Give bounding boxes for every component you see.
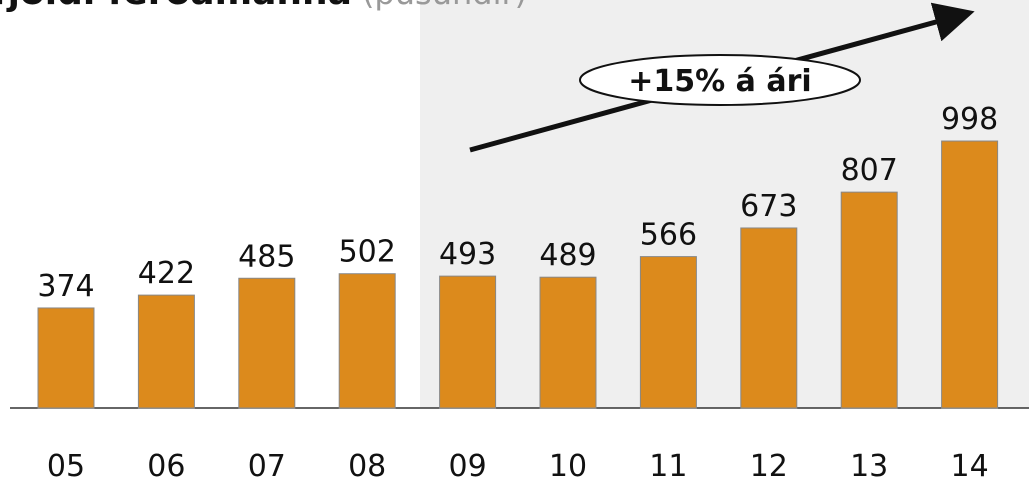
bar — [840, 191, 898, 409]
bar — [740, 227, 798, 409]
bar — [539, 276, 597, 409]
annotation-oval — [579, 54, 861, 106]
value-label: 807 — [841, 153, 898, 188]
value-label: 493 — [439, 237, 496, 272]
x-tick-label: 09 — [449, 449, 487, 484]
value-label: 566 — [640, 218, 697, 253]
title-main: fjöldi ferðamanna — [0, 0, 352, 13]
bar — [338, 273, 396, 409]
bar — [238, 277, 296, 409]
chart-title: fjöldi ferðamanna (þúsundir) — [0, 0, 527, 13]
title-unit: (þúsundir) — [362, 0, 527, 12]
value-label: 998 — [941, 102, 998, 137]
value-label: 489 — [539, 238, 596, 273]
x-tick-label: 14 — [951, 449, 989, 484]
value-label: 374 — [37, 269, 94, 304]
x-tick-label: 12 — [750, 449, 788, 484]
annotation: +15% á ári — [628, 64, 811, 99]
x-tick-label: 13 — [850, 449, 888, 484]
bar — [439, 275, 497, 409]
bar — [941, 140, 999, 409]
bar — [37, 307, 95, 409]
value-label: 422 — [138, 256, 195, 291]
value-label: 502 — [339, 235, 396, 270]
value-label: 485 — [238, 239, 295, 274]
x-tick-label: 06 — [147, 449, 185, 484]
value-label: 673 — [740, 189, 797, 224]
bar — [137, 294, 195, 409]
x-tick-label: 10 — [549, 449, 587, 484]
x-tick-label: 05 — [47, 449, 85, 484]
x-tick-label: 08 — [348, 449, 386, 484]
bar — [639, 256, 697, 409]
x-tick-label: 11 — [649, 449, 687, 484]
x-tick-label: 07 — [248, 449, 286, 484]
